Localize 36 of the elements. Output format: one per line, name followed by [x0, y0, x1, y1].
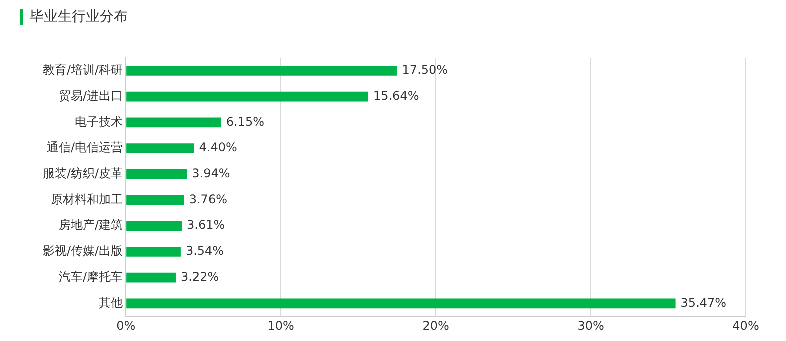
x-tick-label: 10%	[268, 318, 294, 333]
y-tick-label: 其他	[99, 296, 124, 310]
y-tick-label: 教育/培训/科研	[42, 63, 124, 78]
y-tick-label: 通信/电信运营	[47, 140, 124, 155]
y-tick-label: 贸易/进出口	[59, 88, 124, 103]
bar	[126, 169, 188, 180]
y-tick-label: 汽车/摩托车	[59, 270, 124, 284]
y-tick-label: 原材料和加工	[51, 192, 124, 206]
chart-title: 毕业生行业分布	[30, 8, 128, 26]
bar	[126, 221, 182, 232]
data-label: 3.54%	[186, 244, 224, 258]
y-tick-label: 影视/传媒/出版	[42, 244, 124, 258]
bar	[126, 92, 368, 102]
data-label: 17.50%	[402, 63, 448, 78]
bar	[126, 247, 181, 257]
data-label: 3.61%	[187, 218, 226, 232]
x-tick-label: 40%	[732, 318, 760, 333]
bar	[126, 272, 176, 283]
x-tick-label: 30%	[578, 318, 604, 333]
data-label: 3.22%	[180, 270, 220, 284]
data-label: 4.40%	[199, 140, 238, 155]
bar	[126, 195, 184, 206]
y-tick-label: 服装/纺织/皮革	[42, 166, 124, 180]
x-tick-label: 20%	[422, 318, 450, 333]
data-label: 35.47%	[680, 296, 727, 310]
data-label: 15.64%	[373, 88, 420, 103]
bar	[126, 144, 194, 154]
data-label: 3.94%	[192, 166, 230, 180]
data-label: 6.15%	[226, 114, 265, 129]
bar	[126, 298, 676, 309]
y-tick-label: 房地产/建筑	[59, 218, 124, 232]
bar	[126, 118, 222, 128]
data-label: 3.76%	[189, 192, 228, 206]
x-tick-label: 0%	[116, 318, 136, 333]
y-tick-label: 电子技术	[75, 114, 124, 129]
bar	[126, 66, 398, 76]
